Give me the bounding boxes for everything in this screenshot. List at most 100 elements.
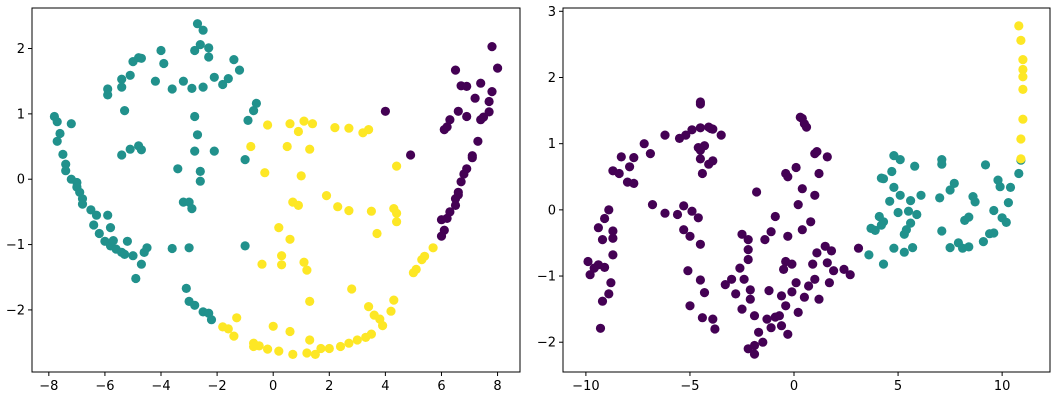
scatter-point bbox=[797, 184, 807, 194]
scatter-point bbox=[783, 329, 793, 339]
scatter-point bbox=[302, 348, 312, 358]
scatter-point bbox=[190, 146, 200, 156]
scatter-point bbox=[125, 70, 135, 80]
scatter-point bbox=[885, 196, 895, 206]
scatter-point bbox=[639, 139, 649, 149]
scatter-point bbox=[781, 301, 791, 311]
scatter-point bbox=[758, 337, 768, 347]
scatter-point bbox=[760, 235, 770, 245]
axes-frame bbox=[562, 7, 1051, 373]
scatter-point bbox=[795, 112, 805, 122]
scatter-point bbox=[190, 111, 200, 122]
scatter-point bbox=[316, 343, 326, 354]
scatter-point bbox=[246, 141, 256, 152]
scatter-point bbox=[989, 228, 999, 238]
scatter-point bbox=[321, 191, 332, 201]
scatter-point bbox=[218, 79, 228, 90]
scatter-point bbox=[937, 226, 947, 236]
scatter-point bbox=[968, 192, 978, 202]
scatter-point bbox=[347, 284, 357, 294]
scatter-point bbox=[445, 115, 455, 125]
scatter-point bbox=[806, 217, 816, 227]
scatter-point bbox=[364, 125, 374, 135]
scatter-point bbox=[1003, 198, 1014, 208]
scatter-point bbox=[893, 207, 903, 218]
scatter-point bbox=[352, 335, 362, 345]
scatter-point bbox=[428, 243, 438, 253]
scatter-point bbox=[288, 349, 298, 359]
scatter-point bbox=[960, 215, 970, 225]
scatter-point bbox=[685, 231, 695, 241]
scatter-point bbox=[949, 178, 959, 188]
x-tick-label: −6 bbox=[95, 379, 114, 394]
scatter-point bbox=[117, 82, 127, 92]
scatter-point bbox=[302, 265, 312, 275]
scatter-point bbox=[1014, 21, 1024, 31]
scatter-point bbox=[679, 225, 689, 235]
scatter-point bbox=[793, 307, 803, 317]
scatter-point bbox=[105, 223, 116, 233]
scatter-point bbox=[749, 349, 760, 359]
y-tick-label: −2 bbox=[537, 336, 556, 351]
scatter-point bbox=[839, 264, 849, 274]
x-tick-label: 4 bbox=[381, 379, 389, 394]
scatter-point bbox=[277, 260, 287, 270]
scatter-point bbox=[378, 321, 388, 331]
scatter-point bbox=[66, 119, 76, 129]
scatter-points bbox=[49, 19, 503, 359]
scatter-point bbox=[1018, 72, 1028, 82]
scatter-point bbox=[791, 162, 801, 173]
y-tick-label: −1 bbox=[537, 270, 556, 285]
scatter-point bbox=[251, 98, 261, 108]
scatter-point bbox=[608, 233, 618, 243]
scatter-point bbox=[55, 128, 65, 139]
scatter-point bbox=[324, 343, 334, 354]
scatter-point bbox=[906, 218, 916, 228]
scatter-point bbox=[660, 130, 670, 140]
scatter-point bbox=[420, 251, 430, 261]
scatter-point bbox=[1016, 134, 1026, 144]
scatter-point bbox=[77, 199, 88, 209]
scatter-point bbox=[450, 65, 461, 75]
scatter-point bbox=[299, 257, 309, 267]
scatter-point bbox=[766, 227, 776, 237]
scatter-point bbox=[743, 235, 753, 245]
scatter-point bbox=[192, 19, 203, 29]
scatter-point bbox=[776, 291, 787, 301]
scatter-point bbox=[131, 273, 141, 284]
scatter-point bbox=[366, 206, 376, 216]
scatter-point bbox=[801, 122, 812, 132]
scatter-point bbox=[240, 241, 250, 251]
scatter-point bbox=[473, 136, 483, 146]
scatter-point bbox=[305, 144, 315, 154]
scatter-point bbox=[791, 278, 801, 288]
scatter-point bbox=[344, 206, 354, 216]
scatter-point bbox=[629, 178, 639, 188]
scatter-point bbox=[781, 168, 791, 179]
scatter-point bbox=[293, 200, 303, 210]
scatter-point bbox=[305, 335, 315, 345]
y-tick-label: 2 bbox=[17, 42, 25, 57]
scatter-point bbox=[708, 314, 718, 324]
scatter-point bbox=[710, 324, 720, 334]
y-tick-label: 1 bbox=[548, 137, 556, 152]
scatter-point bbox=[305, 296, 315, 306]
scatter-point bbox=[980, 160, 991, 170]
scatter-point bbox=[764, 286, 774, 296]
scatter-point bbox=[908, 243, 918, 253]
scatter-point bbox=[749, 340, 760, 351]
scatter-point bbox=[878, 174, 889, 184]
scatter-point bbox=[243, 115, 253, 125]
scatter-point bbox=[232, 313, 242, 323]
scatter-point bbox=[277, 251, 287, 261]
scatter-point bbox=[853, 243, 864, 253]
scatter-point bbox=[674, 133, 685, 143]
scatter-point bbox=[234, 65, 245, 75]
scatter-point bbox=[117, 150, 127, 160]
scatter-point bbox=[1018, 84, 1028, 94]
scatter-point bbox=[595, 323, 606, 333]
scatter-point bbox=[889, 243, 899, 253]
scatter-point bbox=[604, 289, 614, 299]
scatter-point bbox=[487, 42, 497, 52]
scatter-point bbox=[910, 161, 920, 171]
